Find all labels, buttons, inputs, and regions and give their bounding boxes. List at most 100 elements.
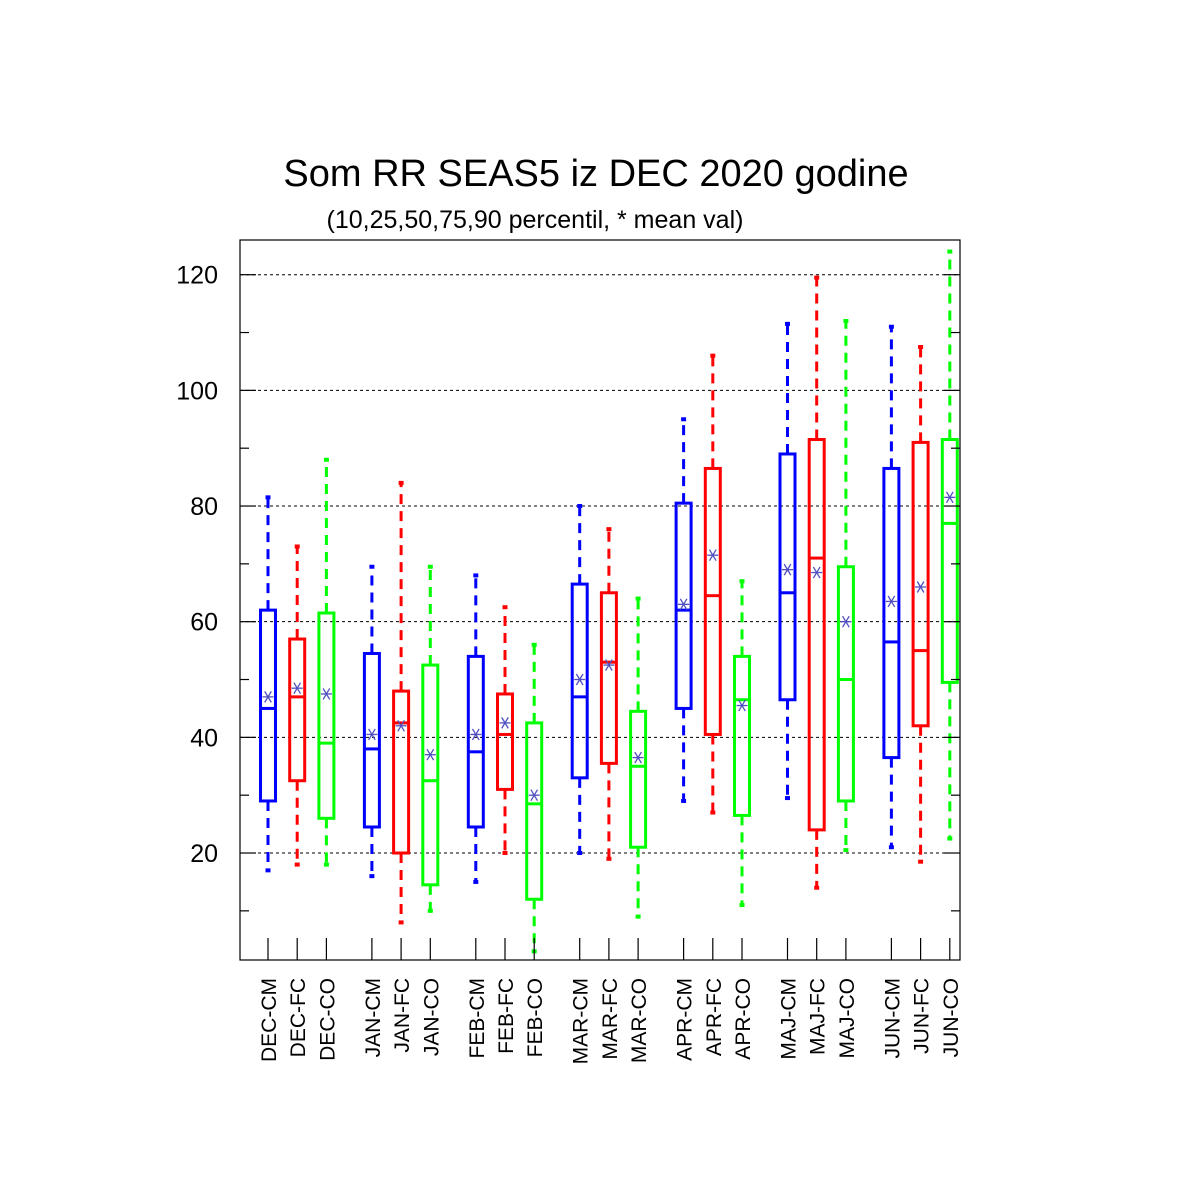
mean-stroke (887, 595, 896, 608)
box-body (392, 689, 411, 855)
mean-stroke (426, 748, 435, 761)
mean-marker (528, 789, 540, 802)
mean-stroke (293, 682, 302, 695)
x-tick-label: DEC-CM (258, 978, 281, 1062)
mean-stroke (679, 598, 688, 611)
mean-stroke (945, 491, 954, 504)
mean-marker (736, 699, 748, 712)
x-tick-label: FEB-CM (466, 978, 489, 1059)
x-tick-label: MAR-CM (570, 978, 593, 1064)
box-mar-cm (570, 504, 589, 856)
mean-marker (782, 563, 793, 576)
chart-title: Som RR SEAS5 iz DEC 2020 godine (283, 153, 908, 195)
mean-marker (885, 595, 897, 608)
box-body (911, 440, 930, 728)
mean-marker (499, 717, 511, 729)
box-body (421, 663, 440, 887)
x-tick-label: FEB-CO (524, 978, 547, 1057)
box-body (496, 692, 514, 791)
mean-marker (603, 659, 615, 671)
mean-marker (395, 719, 407, 732)
x-tick-label: APR-CM (674, 978, 697, 1061)
mean-marker (915, 581, 927, 593)
mean-stroke (397, 719, 405, 732)
mean-marker (707, 549, 719, 562)
y-tick-label: 60 (190, 609, 218, 637)
y-tick-label: 120 (176, 262, 218, 290)
x-tick-label: FEB-FC (495, 978, 518, 1054)
box-mar-fc (599, 527, 618, 861)
box-body (882, 466, 901, 760)
mean-marker (262, 691, 274, 703)
plot-area-frame (239, 239, 961, 961)
x-tick-label: JUN-CM (881, 978, 904, 1058)
mean-marker (840, 615, 852, 628)
mean-stroke (264, 691, 272, 703)
y-axis-tick-labels: 20 40 60 80 100 120 (176, 262, 218, 868)
box-dec-fc (288, 544, 307, 867)
mean-stroke (634, 751, 642, 764)
box-body (778, 452, 797, 702)
x-axis-tick-labels: DEC-CM DEC-FC DEC-CO JAN-CM JAN-FC JAN-CO FEB-… (258, 978, 963, 1064)
box-body (836, 565, 855, 803)
x-tick-label: JAN-FC (391, 978, 414, 1053)
mean-marker (320, 688, 332, 700)
x-tick-label: JUN-FC (911, 978, 934, 1054)
box-feb-co (525, 642, 544, 954)
x-tick-label: APR-FC (703, 978, 726, 1056)
x-tick-label: MAJ-CO (836, 978, 859, 1059)
box-apr-fc (703, 353, 722, 815)
mean-marker (678, 598, 690, 611)
x-tick-label: APR-CO (732, 978, 755, 1060)
x-tick-label: DEC-CO (316, 978, 339, 1061)
y-tick-label: 40 (190, 724, 218, 752)
x-tick-label: DEC-FC (287, 978, 310, 1057)
box-body (674, 501, 693, 710)
y-tick-label: 80 (190, 493, 218, 521)
mean-stroke (501, 717, 509, 729)
box-mar-co (629, 596, 648, 919)
box-body (259, 608, 277, 803)
mean-stroke (605, 659, 613, 671)
box-body (599, 591, 618, 765)
box-body (288, 637, 307, 783)
box-dec-co (317, 457, 336, 867)
x-tick-label: JUN-CO (940, 978, 963, 1057)
mean-marker (470, 728, 482, 741)
box-maj-co (836, 318, 855, 853)
box-jan-cm (362, 564, 381, 879)
box-jan-fc (392, 480, 411, 925)
box-jun-co (940, 249, 959, 841)
mean-stroke (708, 549, 717, 562)
mean-marker (944, 491, 956, 504)
mean-stroke (783, 563, 792, 576)
box-jun-fc (911, 344, 930, 864)
box-body (466, 654, 485, 829)
x-tick-label: MAJ-CM (778, 978, 801, 1060)
box-jan-co (421, 564, 440, 913)
box-feb-cm (466, 573, 485, 884)
mean-stroke (575, 673, 584, 686)
mean-marker (632, 751, 644, 764)
box-body (733, 654, 751, 817)
mean-stroke (368, 728, 376, 741)
box-body (525, 721, 544, 901)
box-body (940, 438, 959, 684)
box-series (259, 249, 959, 954)
box-body (362, 651, 381, 829)
x-tick-label: JAN-CO (420, 978, 443, 1056)
box-body (629, 709, 648, 849)
mean-stroke (916, 581, 925, 593)
y-tick-label: 20 (190, 840, 218, 868)
x-tick-label: JAN-CM (362, 978, 385, 1057)
box-apr-cm (674, 417, 693, 803)
box-body (570, 582, 589, 780)
chart-subtitle: (10,25,50,75,90 percentil, * mean val) (327, 206, 744, 234)
mean-marker (574, 673, 586, 686)
box-feb-fc (496, 605, 514, 856)
x-tick-label: MAR-FC (599, 978, 622, 1060)
mean-stroke (471, 728, 480, 741)
mean-marker (811, 566, 823, 579)
mean-marker (424, 748, 436, 761)
